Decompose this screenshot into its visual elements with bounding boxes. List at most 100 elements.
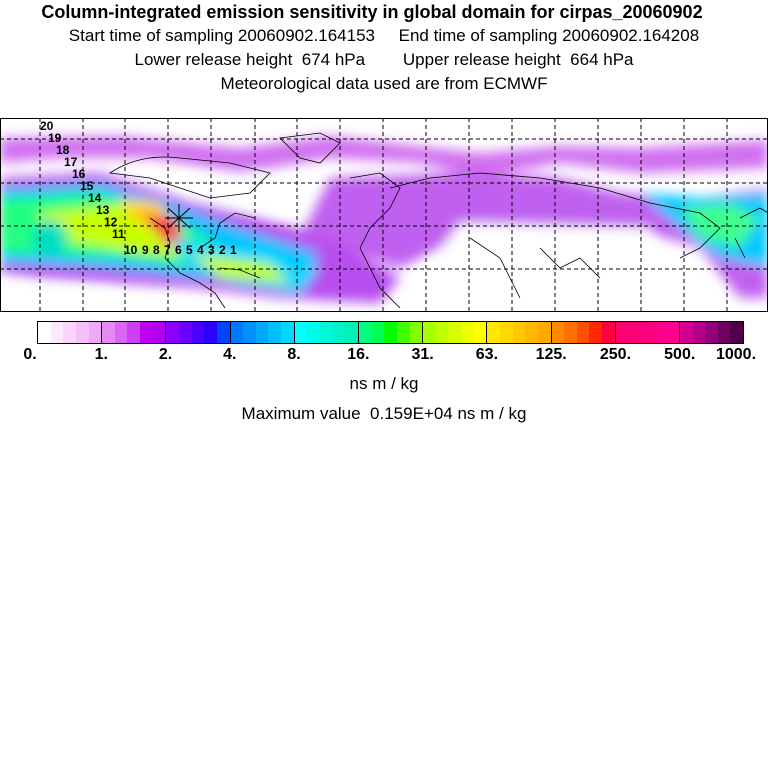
traj-label: 3 [208,243,215,257]
colorbar-swatch [255,322,269,343]
traj-label: 12 [104,215,118,229]
colorbar-swatch [409,322,423,343]
colorbar-swatch [307,322,321,343]
colorbar-tick-label: 500. [664,346,696,363]
colorbar-swatch [487,322,500,343]
colorbar-swatch [50,322,64,343]
traj-label: 17 [64,155,78,169]
colorbar-swatch [615,322,629,343]
traj-label: 14 [88,191,102,205]
plot-title: Column-integrated emission sensitivity i… [41,2,703,22]
colorbar-swatch [102,322,115,343]
colorbar [37,321,744,344]
colorbar-swatch [589,322,603,343]
maximum-value: Maximum value 0.159E+04 ns m / kg [241,404,527,423]
sampling-times: Start time of sampling 20060902.164153 E… [68,26,700,45]
colorbar-bin [551,322,616,343]
colorbar-unit: ns m / kg [349,374,419,393]
colorbar-tick-label: 0. [23,346,37,363]
colorbar-swatch [63,322,76,343]
traj-label: 8 [153,243,160,257]
colorbar-swatch [692,322,706,343]
traj-label: 4 [197,243,204,257]
traj-label: 15 [80,179,94,193]
colorbar-swatch [114,322,128,343]
colorbar-swatch [179,322,192,343]
colorbar-swatch [461,322,474,343]
colorbar-swatch [512,322,526,343]
traj-label: 19 [48,131,62,145]
colorbar-bin [294,322,359,343]
colorbar-swatch [705,322,718,343]
traj-label: 1 [230,243,237,257]
colorbar-swatch [730,322,744,343]
traj-label: 5 [186,243,193,257]
colorbar-swatch [435,322,449,343]
colorbar-tick-label: 125. [535,346,567,363]
colorbar-swatch [166,322,180,343]
colorbar-swatch [537,322,551,343]
colorbar-swatch [216,322,230,343]
colorbar-swatch [666,322,679,343]
colorbar-swatch [204,322,217,343]
colorbar-swatch [448,322,462,343]
colorbar-tick-label: 31. [411,346,434,363]
trajectory-labels: 20 19 18 17 16 15 14 13 12 11 10 9 8 7 6… [40,119,237,257]
colorbar-swatch [345,322,358,343]
colorbar-swatch [243,322,256,343]
colorbar-bin [679,322,744,343]
colorbar-tick-label: 1000. [715,346,757,363]
traj-label: 10 [124,243,138,257]
colorbar-swatch [525,322,538,343]
colorbar-swatch [75,322,89,343]
traj-label: 9 [142,243,149,257]
colorbar-tick-label: 8. [287,346,301,363]
colorbar-swatch [140,322,153,343]
colorbar-swatch [371,322,385,343]
colorbar-bin [102,322,167,343]
colorbar-swatch [576,322,590,343]
colorbar-swatch [679,322,693,343]
colorbar-swatch [191,322,205,343]
colorbar-swatch [499,322,513,343]
traj-label: 13 [96,203,110,217]
colorbar-bin [230,322,295,343]
colorbar-tick-label: 4. [223,346,237,363]
colorbar-swatch [423,322,436,343]
colorbar-swatch [88,322,102,343]
colorbar-tick-label: 63. [475,346,499,363]
graticule [0,118,768,312]
release-heights: Lower release height 674 hPa Upper relea… [134,50,634,69]
colorbar-swatch [473,322,487,343]
colorbar-swatch [294,322,308,343]
colorbar-bin [423,322,488,343]
colorbar-tick-label: 1. [94,346,108,363]
release-site-marker [165,204,193,232]
colorbar-swatch [320,322,333,343]
traj-label: 11 [112,227,125,241]
traj-label: 20 [40,119,54,133]
colorbar-bin [615,322,680,343]
traj-label: 16 [72,167,86,181]
colorbar-swatch [152,322,166,343]
colorbar-swatch [551,322,565,343]
colorbar-bin [166,322,231,343]
traj-label: 2 [219,243,226,257]
colorbar-swatch [127,322,141,343]
colorbar-bin [38,322,103,343]
traj-label: 6 [175,243,182,257]
colorbar-swatch [358,322,372,343]
traj-label: 7 [164,243,171,257]
met-data-source: Meteorological data used are from ECMWF [220,74,548,93]
colorbar-tick-label: 16. [347,346,370,363]
colorbar-swatch [602,322,615,343]
colorbar-swatch [396,322,410,343]
colorbar-bin [487,322,552,343]
colorbar-swatch [268,322,282,343]
colorbar-swatch [38,322,51,343]
colorbar-swatch [564,322,577,343]
colorbar-swatch [717,322,731,343]
colorbar-swatch [640,322,654,343]
colorbar-swatch [628,322,641,343]
colorbar-tick-label: 250. [599,346,632,363]
